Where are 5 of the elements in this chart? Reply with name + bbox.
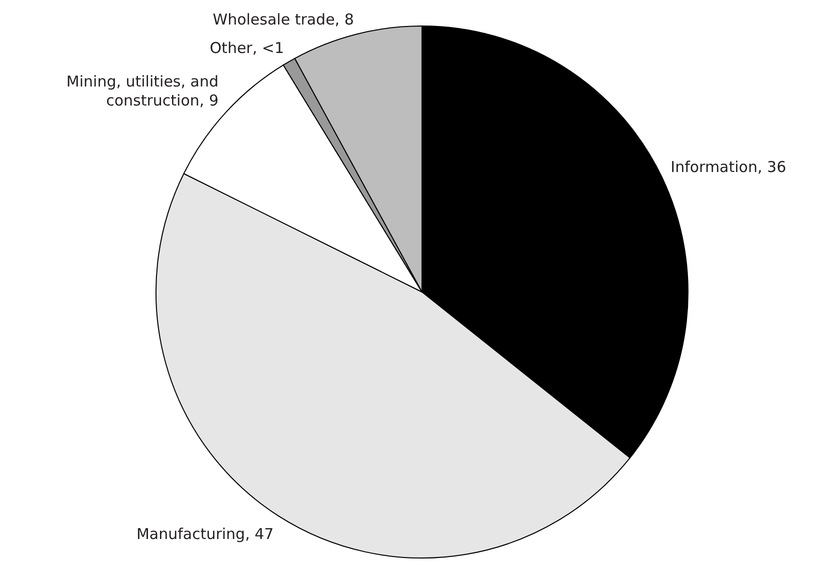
slice-label: Information, 36 xyxy=(670,158,786,176)
slice-label: Manufacturing, 47 xyxy=(136,524,274,543)
slice-label: Other, <1 xyxy=(210,38,284,57)
slice-label: Wholesale trade, 8 xyxy=(212,10,354,29)
slice-label: Mining, utilities, and construction, 9 xyxy=(66,72,219,110)
